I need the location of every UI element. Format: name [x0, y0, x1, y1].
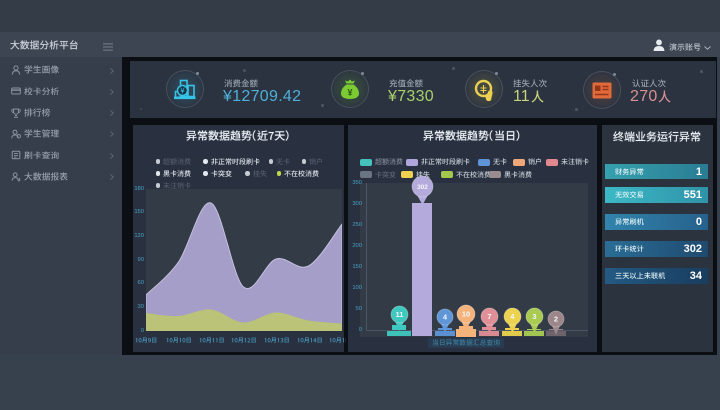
- svg-text:11: 11: [395, 310, 403, 319]
- svg-text:302: 302: [417, 184, 428, 191]
- svg-text:4: 4: [443, 313, 448, 322]
- svg-text:¥: ¥: [179, 87, 185, 96]
- svg-text:¥: ¥: [347, 88, 352, 98]
- svg-text:4: 4: [510, 312, 515, 321]
- svg-text:7: 7: [487, 312, 491, 321]
- svg-text:10: 10: [462, 309, 470, 318]
- svg-text:2: 2: [554, 314, 558, 323]
- svg-text:3: 3: [532, 312, 536, 321]
